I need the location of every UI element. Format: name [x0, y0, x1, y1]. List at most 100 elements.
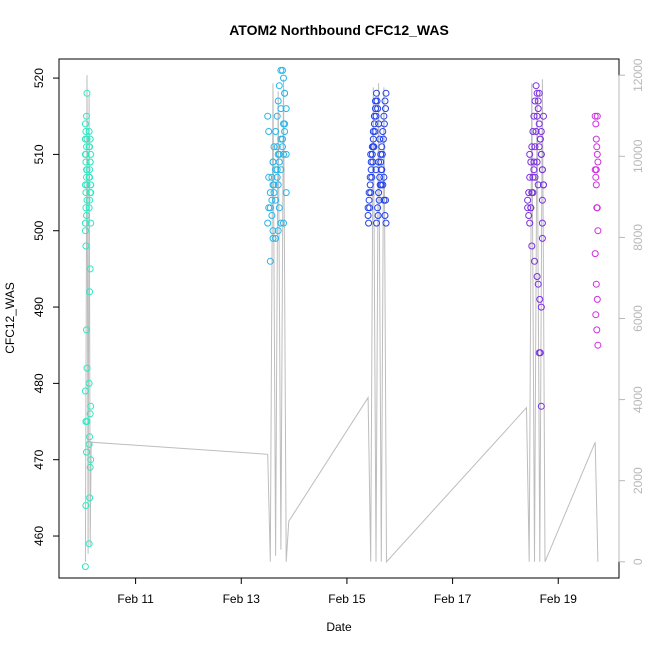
- data-point: [529, 128, 537, 135]
- data-point: [83, 326, 90, 334]
- series-5: [591, 112, 602, 349]
- data-point: [526, 173, 534, 181]
- data-point: [282, 150, 290, 158]
- data-point: [524, 204, 532, 212]
- data-point: [531, 97, 539, 105]
- data-point: [530, 158, 538, 166]
- data-point: [534, 181, 542, 189]
- data-point: [591, 112, 599, 120]
- data-point: [272, 166, 280, 174]
- data-point: [83, 89, 91, 97]
- data-point: [266, 257, 274, 265]
- data-point: [536, 295, 544, 303]
- data-point: [530, 166, 538, 174]
- data-point: [369, 135, 377, 143]
- series-2: [264, 66, 290, 265]
- data-point: [266, 204, 274, 212]
- data-point: [592, 120, 600, 128]
- data-point: [86, 494, 94, 502]
- data-point: [540, 112, 547, 120]
- data-point: [378, 150, 386, 158]
- data-point: [83, 364, 91, 372]
- series-3: [364, 89, 390, 227]
- data-point: [592, 173, 600, 181]
- data-point: [268, 196, 276, 204]
- y2-tick-label: 12000: [631, 58, 645, 92]
- data-point: [82, 502, 90, 509]
- data-point: [526, 150, 534, 158]
- data-point: [364, 212, 372, 219]
- data-point: [275, 82, 283, 90]
- data-point: [525, 189, 533, 197]
- data-point: [375, 189, 383, 197]
- secondary-series-line: [84, 75, 599, 564]
- data-point: [82, 150, 90, 158]
- data-point: [270, 189, 278, 197]
- y2-tick-label: 2000: [631, 467, 645, 494]
- data-point: [593, 204, 601, 212]
- x-axis-label: Date: [326, 620, 352, 634]
- data-point: [82, 204, 90, 212]
- data-point: [280, 120, 287, 128]
- data-point: [594, 341, 602, 349]
- data-point: [531, 143, 539, 151]
- y-tick-label: 510: [32, 144, 46, 164]
- y2-tick-label: 10000: [631, 139, 645, 173]
- data-point: [533, 273, 541, 280]
- data-point: [272, 128, 280, 135]
- secondary-line-layer: [84, 75, 599, 564]
- data-point: [87, 456, 95, 464]
- data-point: [382, 196, 389, 204]
- data-point: [282, 105, 290, 113]
- data-point: [379, 135, 387, 143]
- data-point: [367, 166, 375, 174]
- data-point: [266, 189, 274, 197]
- data-point: [87, 189, 95, 197]
- data-point: [374, 105, 382, 113]
- data-point: [592, 311, 600, 319]
- data-point: [528, 143, 536, 151]
- data-point: [82, 158, 90, 166]
- data-point: [86, 288, 94, 296]
- data-point: [277, 219, 285, 227]
- data-point: [274, 181, 282, 189]
- data-point: [82, 189, 90, 197]
- data-point: [540, 181, 547, 189]
- data-point: [277, 135, 285, 143]
- data-point: [86, 410, 94, 418]
- data-point: [82, 128, 90, 135]
- data-point: [372, 166, 380, 174]
- y-axis-label: CFC12_WAS: [3, 282, 17, 354]
- data-point: [377, 158, 385, 166]
- data-point: [530, 112, 538, 120]
- data-point: [81, 387, 89, 395]
- y-tick-label: 490: [32, 297, 46, 317]
- y-tick-label: 500: [32, 220, 46, 240]
- data-point: [279, 143, 286, 151]
- data-point: [538, 166, 546, 174]
- data-point: [381, 97, 389, 105]
- data-point: [274, 97, 282, 105]
- data-point: [594, 158, 602, 166]
- data-point: [591, 250, 599, 258]
- data-point: [85, 379, 93, 387]
- data-point: [86, 196, 94, 204]
- data-point: [365, 219, 373, 227]
- data-point: [592, 181, 600, 189]
- data-point: [85, 204, 93, 212]
- data-point: [265, 128, 273, 135]
- data-point: [532, 128, 540, 135]
- data-point: [380, 120, 388, 128]
- data-point: [382, 105, 389, 113]
- y2-tick-label: 8000: [631, 224, 645, 251]
- data-point: [86, 463, 94, 471]
- data-point: [380, 173, 388, 181]
- data-point: [376, 173, 384, 181]
- data-point: [382, 89, 390, 97]
- data-point: [265, 173, 273, 181]
- y-tick-label: 480: [32, 373, 46, 393]
- data-point: [86, 166, 94, 174]
- data-point: [81, 219, 89, 227]
- data-point: [534, 105, 542, 113]
- data-point: [369, 143, 377, 151]
